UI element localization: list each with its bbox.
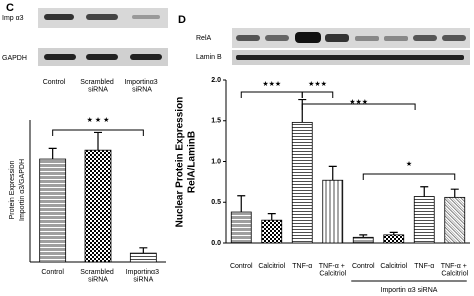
x-tick-label: TNF-α: [292, 263, 312, 270]
blot-d: [232, 28, 470, 65]
x-tick-label: Control: [352, 263, 375, 270]
error-bar: [450, 188, 459, 198]
panel-letter: C: [6, 2, 14, 14]
bar: [261, 219, 283, 244]
x-tick-label: TNF-α + Calcitriol: [319, 263, 347, 278]
x-tick-label: Importinα3 siRNA: [126, 269, 161, 284]
x-tick-label: TNF-α + Calcitriol: [441, 263, 469, 278]
significance-bracket: [52, 129, 144, 136]
bar: [230, 211, 252, 244]
x-tick-label: Control: [230, 263, 253, 270]
bar: [352, 236, 374, 244]
significance: ★★★: [308, 80, 327, 88]
x-tick-label: Calcitriol: [258, 263, 285, 270]
group-label: Importin α3 siRNA: [381, 287, 438, 294]
significance-bracket: [301, 103, 416, 110]
y-axis-label: Nuclear Protein Expression: [175, 97, 186, 228]
y-tick-label: 2.0: [211, 77, 221, 84]
bar: [383, 234, 405, 244]
error-bar: [359, 234, 368, 238]
bar: [291, 121, 313, 244]
panel-letter: D: [178, 14, 186, 26]
y-tick-label: 0.0: [211, 240, 221, 247]
significance: ★: [406, 160, 412, 168]
significance-bracket: [240, 91, 303, 98]
bar: [444, 196, 466, 244]
lane-label: Importinα3 siRNA: [124, 79, 159, 94]
error-bar: [420, 186, 429, 197]
blot-label: RelA: [196, 35, 212, 42]
error-bar: [237, 195, 246, 213]
lane-label: Control: [43, 79, 66, 86]
bar: [129, 252, 157, 263]
y-axis-label: RelA/LaminB: [187, 131, 198, 193]
error-bar: [389, 231, 398, 235]
x-tick-label: Control: [41, 269, 64, 276]
blot-label: Imp α3: [2, 15, 24, 22]
bar: [322, 179, 344, 244]
significance: ★★★: [262, 80, 281, 88]
error-bar: [328, 165, 337, 181]
blot-c: [38, 8, 168, 66]
blot-label: GAPDH: [2, 55, 27, 62]
lane-label: Scrambled siRNA: [80, 79, 115, 94]
x-tick-label: Scrambled siRNA: [80, 269, 115, 284]
error-bar: [298, 98, 307, 123]
bar: [84, 149, 112, 263]
x-tick-label: TNF-α: [414, 263, 434, 270]
error-bar: [267, 213, 276, 221]
significance: ★ ★ ★: [87, 116, 110, 124]
significance-bracket: [301, 91, 334, 98]
bar: [39, 158, 67, 263]
x-tick-label: Calcitriol: [380, 263, 407, 270]
error-bar: [48, 147, 57, 160]
blot-label: Lamin B: [196, 54, 222, 61]
bar: [413, 196, 435, 244]
significance: ★★★: [349, 98, 368, 106]
error-bar: [94, 131, 102, 151]
y-axis-label: Protein Expression: [9, 161, 16, 220]
significance-bracket: [362, 173, 456, 180]
y-tick-label: 1.5: [211, 118, 221, 125]
y-tick-label: 1.0: [211, 158, 221, 165]
y-tick-label: 0.5: [211, 199, 221, 206]
y-axis-label: Importin α3/GAPDH: [19, 159, 26, 221]
error-bar: [139, 247, 148, 254]
